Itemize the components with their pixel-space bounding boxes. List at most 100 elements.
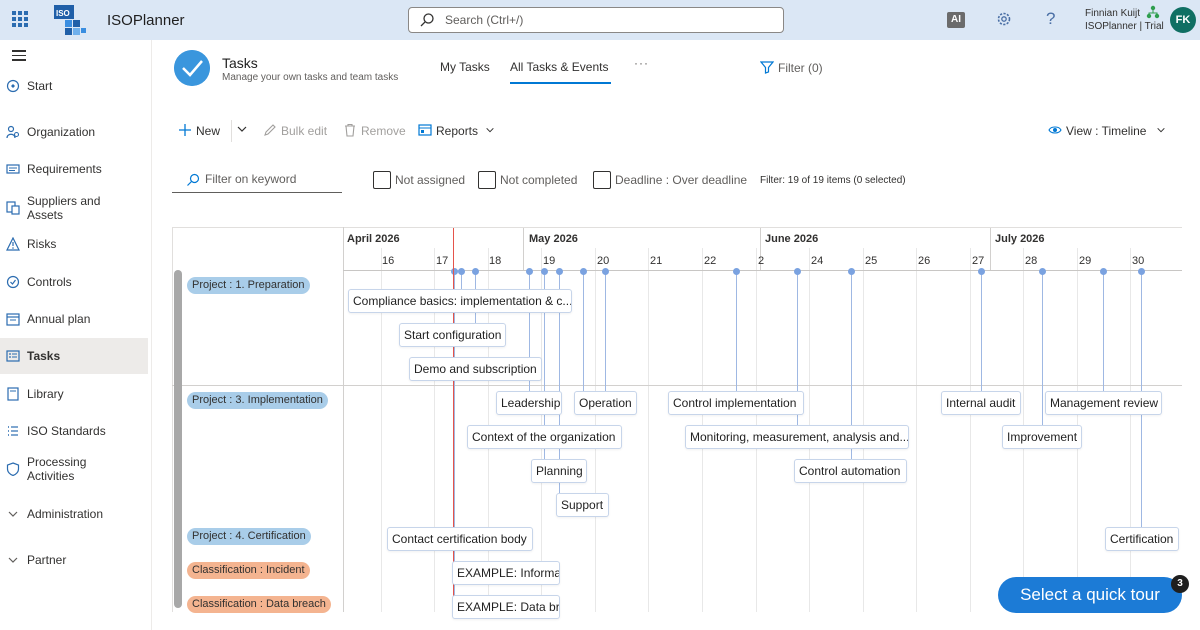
reports-label: Reports (436, 124, 479, 138)
month-label: July 2026 (995, 233, 1045, 245)
day-label: 2 (758, 255, 765, 267)
group-label[interactable]: Project : 1. Preparation (187, 277, 310, 294)
group-label[interactable]: Project : 4. Certification (187, 528, 311, 545)
new-button[interactable]: New (178, 123, 220, 138)
timeline-item[interactable]: Context of the organization (467, 425, 622, 449)
iso-standards-icon (8, 426, 18, 436)
timeline-item[interactable]: EXAMPLE: Informati (452, 561, 560, 585)
page-title: Tasks (222, 55, 258, 71)
item-marker (458, 268, 465, 275)
search-input[interactable] (445, 11, 765, 29)
day-gridline (916, 248, 917, 612)
timeline-item[interactable]: Contact certification body (387, 527, 533, 551)
group-separator (172, 385, 1182, 386)
user-avatar[interactable]: FK (1170, 7, 1196, 33)
item-marker (848, 268, 855, 275)
user-name: Finnian Kuijt (1085, 8, 1141, 19)
settings-gear-icon[interactable] (996, 11, 1012, 27)
hamburger-menu-icon[interactable] (12, 50, 26, 64)
timeline-item[interactable]: Certification (1105, 527, 1179, 551)
timeline-item[interactable]: Control automation (794, 459, 907, 483)
group-label[interactable]: Classification : Incident (187, 562, 310, 579)
filter-label: Filter (0) (778, 61, 823, 75)
sidebar-item-requirements[interactable]: Requirements (0, 151, 148, 187)
sidebar-item-label: Partner (27, 553, 67, 567)
group-label[interactable]: Classification : Data breach (187, 596, 331, 613)
reports-button[interactable]: Reports (418, 123, 495, 138)
timeline-item[interactable]: Support (556, 493, 609, 517)
start-icon (6, 79, 20, 93)
sidebar-item-partner[interactable]: Partner (0, 542, 148, 578)
view-switcher-button[interactable]: View : Timeline (1048, 123, 1166, 138)
remove-button[interactable]: Remove (343, 123, 406, 138)
timeline-item[interactable]: Compliance basics: implementation & c... (348, 289, 572, 313)
search-box[interactable] (408, 7, 784, 33)
timeline-scrollbar[interactable] (174, 270, 182, 608)
timeline-item[interactable]: Start configuration (399, 323, 506, 347)
sidebar-item-controls[interactable]: Controls (0, 264, 148, 300)
tab-all-tasks-events[interactable]: All Tasks & Events (510, 60, 609, 74)
timeline-item[interactable]: Control implementation (668, 391, 804, 415)
more-tabs-button[interactable]: ··· (634, 56, 649, 70)
timeline-item[interactable]: Management review (1045, 391, 1162, 415)
item-marker (580, 268, 587, 275)
keyword-filter[interactable] (172, 168, 342, 193)
bulk-edit-button[interactable]: Bulk edit (263, 123, 327, 138)
sidebar-item-tasks[interactable]: Tasks (0, 338, 148, 374)
active-tab-indicator (510, 82, 611, 84)
sidebar-item-label: Risks (27, 237, 57, 251)
sidebar-item-label: Library (27, 387, 64, 401)
view-label: View : Timeline (1066, 124, 1147, 138)
month-divider (760, 228, 761, 270)
sidebar-item-start[interactable]: Start (0, 68, 148, 104)
app-launcher-icon[interactable] (12, 11, 28, 27)
item-marker (1039, 268, 1046, 275)
timeline-item[interactable]: Operation (574, 391, 637, 415)
day-gridline (970, 248, 971, 612)
sidebar-item-administration[interactable]: Administration (0, 496, 148, 532)
group-column-divider (343, 227, 344, 612)
processing-icon (6, 462, 20, 476)
page-subtitle: Manage your own tasks and team tasks (222, 72, 399, 83)
timeline-item[interactable]: Demo and subscription (409, 357, 542, 381)
timeline-item[interactable]: Improvement (1002, 425, 1082, 449)
day-label: 28 (1025, 255, 1038, 267)
quick-tour-button[interactable]: Select a quick tour (998, 577, 1182, 613)
sidebar-item-suppliers[interactable]: Suppliers and Assets (0, 190, 148, 226)
checkbox-box[interactable] (373, 171, 391, 189)
ai-button[interactable]: AI (947, 12, 965, 28)
keyword-filter-input[interactable] (205, 172, 335, 186)
sidebar-item-processing-activities[interactable]: Processing Activities (0, 451, 148, 487)
tour-count-badge: 3 (1171, 575, 1189, 593)
sidebar-item-iso-standards[interactable]: ISO Standards (0, 413, 148, 449)
timeline-item[interactable]: Monitoring, measurement, analysis and... (685, 425, 909, 449)
sidebar-item-label: Start (27, 79, 53, 93)
checkbox-box[interactable] (478, 171, 496, 189)
item-marker (541, 268, 548, 275)
new-dropdown-button[interactable] (236, 123, 248, 137)
timeline-item[interactable]: EXAMPLE: Data bre (452, 595, 560, 619)
chevron-down-icon (237, 126, 247, 132)
item-marker (794, 268, 801, 275)
item-stem (797, 271, 798, 437)
item-marker (1138, 268, 1145, 275)
filter-button[interactable]: Filter (0) (759, 60, 823, 75)
timeline-item[interactable]: Internal audit (941, 391, 1021, 415)
month-label: June 2026 (765, 233, 819, 245)
timeline-item[interactable]: Leadership (496, 391, 562, 415)
sidebar-item-organization[interactable]: Organization (0, 114, 148, 150)
sidebar-item-library[interactable]: Library (0, 376, 148, 412)
sidebar-item-risks[interactable]: Risks (0, 226, 148, 262)
checkbox-box[interactable] (593, 171, 611, 189)
help-icon[interactable]: ? (1046, 9, 1056, 28)
org-tree-icon (1146, 5, 1160, 19)
tab-my-tasks[interactable]: My Tasks (440, 60, 490, 74)
chevron-down-icon (8, 511, 18, 517)
item-marker (451, 268, 458, 275)
timeline-axis (343, 270, 1182, 271)
timeline-panel (172, 227, 1182, 612)
group-label[interactable]: Project : 3. Implementation (187, 392, 328, 409)
day-label: 19 (543, 255, 556, 267)
sidebar-item-annual-plan[interactable]: Annual plan (0, 301, 148, 337)
timeline-item[interactable]: Planning (531, 459, 587, 483)
